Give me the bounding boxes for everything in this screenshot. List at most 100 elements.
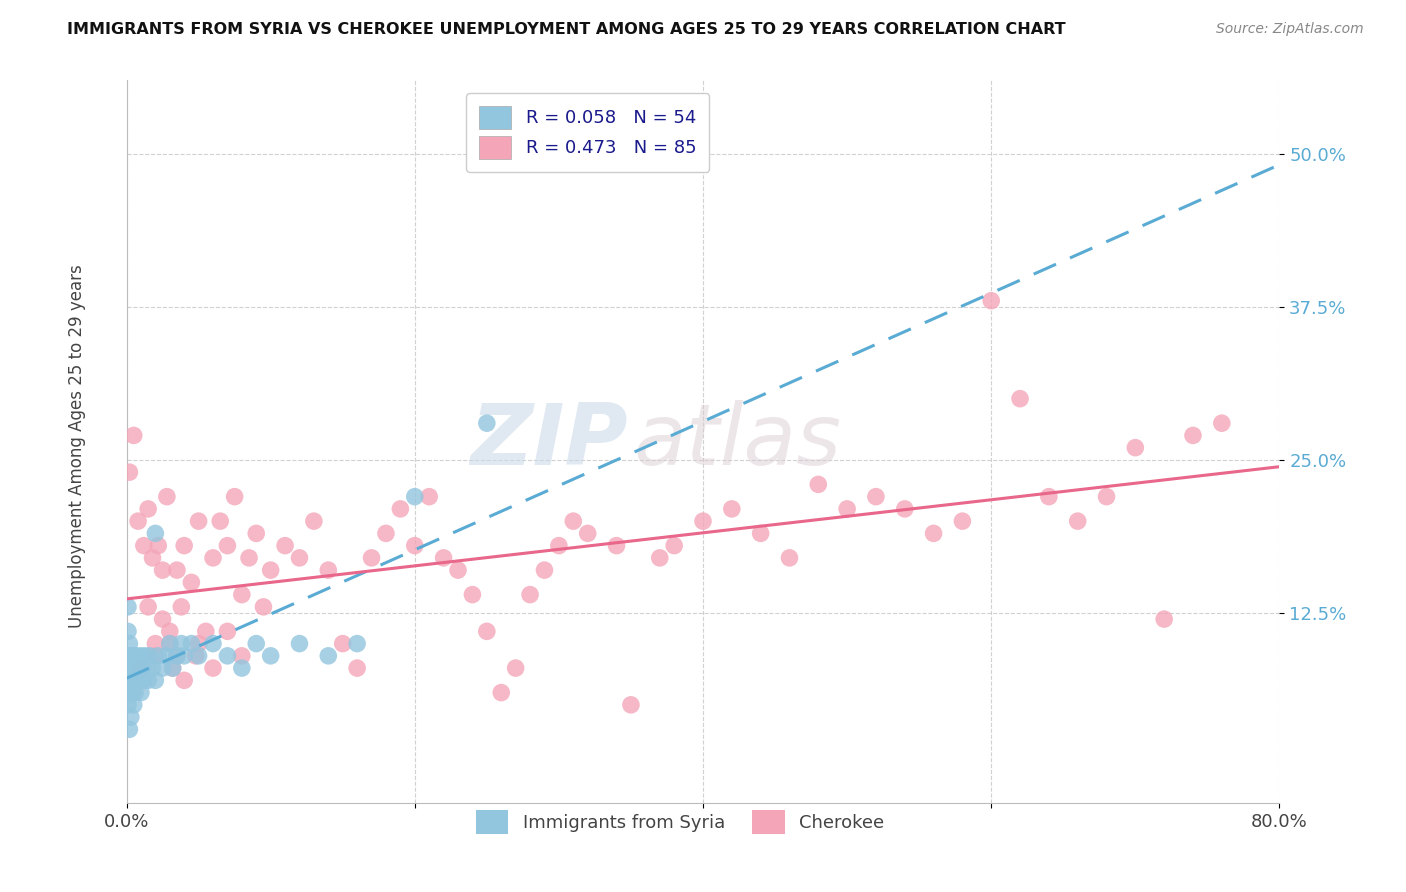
Point (131, 661, 153, 675)
Point (202, 661, 225, 675)
Point (692, 514, 714, 528)
Point (173, 673, 195, 688)
Point (132, 539, 155, 553)
Point (259, 563, 281, 577)
Point (127, 514, 149, 528)
Point (562, 514, 585, 528)
Point (162, 661, 184, 675)
Point (620, 698, 643, 712)
Point (129, 661, 152, 675)
Point (404, 490, 426, 504)
Point (145, 637, 166, 651)
Point (1010, 392, 1032, 406)
Point (166, 648, 188, 663)
Point (121, 685, 143, 699)
Point (118, 661, 141, 675)
Point (124, 685, 146, 699)
Point (318, 648, 340, 663)
Point (120, 710, 142, 724)
Point (122, 698, 145, 712)
Point (1095, 490, 1118, 504)
Point (950, 514, 973, 528)
Point (1067, 514, 1090, 528)
Point (238, 550, 260, 565)
Text: ZIP: ZIP (471, 400, 628, 483)
Point (156, 490, 179, 504)
Text: Source: ZipAtlas.com: Source: ZipAtlas.com (1216, 22, 1364, 37)
Point (134, 648, 156, 663)
Point (224, 490, 246, 504)
Point (922, 526, 945, 541)
Point (125, 648, 148, 663)
Point (129, 685, 152, 699)
Point (433, 550, 456, 565)
Point (180, 575, 202, 590)
Point (132, 673, 155, 688)
Point (129, 661, 152, 675)
Point (664, 539, 686, 553)
Point (245, 526, 267, 541)
Point (374, 526, 398, 541)
Point (980, 293, 1002, 308)
Point (122, 673, 145, 688)
Point (418, 490, 440, 504)
Point (122, 648, 145, 663)
Point (145, 673, 166, 688)
Point (184, 648, 207, 663)
Point (332, 637, 354, 651)
Legend: Immigrants from Syria, Cherokee: Immigrants from Syria, Cherokee (461, 796, 898, 848)
Point (548, 539, 571, 553)
Point (807, 477, 830, 491)
Point (152, 661, 174, 675)
Point (159, 624, 181, 639)
Point (120, 648, 142, 663)
Point (1181, 428, 1204, 442)
Point (533, 563, 555, 577)
Point (1038, 490, 1060, 504)
Point (141, 661, 163, 675)
Point (166, 648, 188, 663)
Point (128, 673, 150, 688)
Point (117, 698, 139, 712)
Point (360, 550, 382, 565)
Point (170, 599, 193, 614)
Point (346, 637, 368, 651)
Text: IMMIGRANTS FROM SYRIA VS CHEROKEE UNEMPLOYMENT AMONG AGES 25 TO 29 YEARS CORRELA: IMMIGRANTS FROM SYRIA VS CHEROKEE UNEMPL… (67, 22, 1066, 37)
Point (173, 539, 195, 553)
Point (118, 723, 141, 737)
Point (346, 661, 368, 675)
Point (491, 685, 513, 699)
Point (152, 563, 174, 577)
Point (404, 539, 426, 553)
Point (156, 648, 179, 663)
Point (779, 550, 801, 565)
Point (127, 661, 149, 675)
Point (519, 588, 541, 602)
Point (720, 502, 742, 516)
Point (117, 648, 139, 663)
Point (475, 416, 498, 430)
Point (136, 599, 159, 614)
Point (606, 539, 628, 553)
Point (148, 648, 170, 663)
Point (202, 550, 225, 565)
Point (576, 526, 599, 541)
Point (129, 648, 152, 663)
Point (302, 514, 325, 528)
Point (1153, 612, 1175, 626)
Point (274, 539, 297, 553)
Point (152, 612, 174, 626)
Point (194, 624, 217, 639)
Point (209, 514, 232, 528)
Point (159, 637, 181, 651)
Point (187, 637, 209, 651)
Point (135, 661, 157, 675)
Point (1125, 441, 1147, 455)
Point (259, 648, 281, 663)
Point (202, 637, 225, 651)
Point (231, 588, 253, 602)
Point (475, 624, 498, 639)
Point (170, 637, 193, 651)
Point (145, 526, 166, 541)
Point (288, 637, 311, 651)
